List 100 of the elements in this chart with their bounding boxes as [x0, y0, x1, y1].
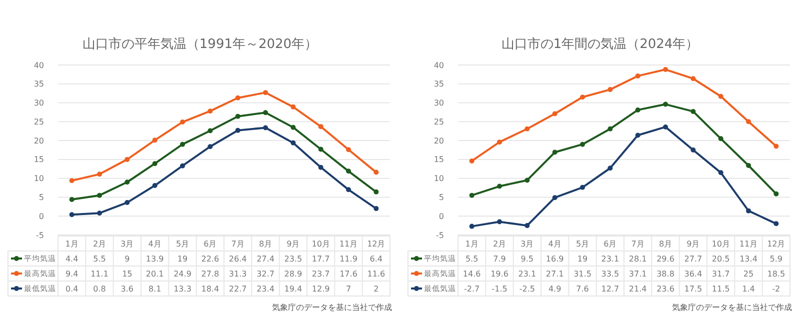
- point: [235, 95, 240, 100]
- x-tick-label: 7月: [631, 239, 644, 248]
- data-label: 18.5: [767, 269, 786, 278]
- point: [718, 170, 724, 176]
- data-label: 5.9: [770, 254, 783, 264]
- point: [552, 195, 558, 200]
- data-label: 17.5: [684, 284, 702, 294]
- x-tick-label: 11月: [339, 239, 358, 248]
- data-label: 19.4: [284, 284, 302, 294]
- x-tick-label: 11月: [739, 239, 758, 248]
- point: [374, 206, 379, 212]
- point: [746, 162, 751, 168]
- data-label: 31.3: [228, 269, 247, 278]
- point: [746, 119, 751, 124]
- point: [152, 183, 158, 188]
- point: [469, 192, 474, 198]
- point: [374, 170, 379, 175]
- y-tick-label: 20: [34, 136, 44, 146]
- point: [663, 102, 668, 107]
- point: [124, 156, 130, 162]
- data-label: 15: [122, 269, 132, 278]
- y-tick-label: 5: [438, 193, 444, 202]
- point: [497, 219, 502, 224]
- x-tick-label: 2月: [492, 239, 506, 248]
- x-tick-label: 4月: [148, 239, 162, 248]
- data-label: 37.1: [628, 269, 647, 278]
- point: [690, 148, 696, 152]
- point: [152, 161, 158, 166]
- x-tick-label: 6月: [604, 239, 617, 248]
- data-label: 18.4: [201, 284, 220, 294]
- y-tick-label: 40: [34, 60, 44, 70]
- y-tick-label: 15: [434, 155, 444, 164]
- data-label: 25: [743, 269, 754, 278]
- x-tick-label: 5月: [176, 239, 190, 248]
- data-label: 36.4: [684, 269, 702, 278]
- point: [608, 166, 613, 171]
- y-tick-label: 35: [34, 80, 44, 89]
- point: [552, 150, 558, 155]
- point: [180, 120, 185, 125]
- point: [318, 124, 324, 130]
- point: [290, 104, 296, 110]
- x-tick-label: 1月: [465, 239, 478, 248]
- data-label: 5.5: [465, 254, 478, 264]
- y-tick-label: -5: [36, 230, 44, 240]
- data-label: -2: [772, 284, 780, 294]
- point: [180, 163, 185, 168]
- data-label: 16.9: [546, 254, 564, 264]
- point: [774, 191, 779, 196]
- text: 気象庁のデータを基に当社で作成: [672, 302, 792, 312]
- data-label: 21.4: [628, 284, 647, 294]
- point: [690, 108, 696, 114]
- data-label: 20.1: [146, 269, 164, 278]
- y-tick-label: 35: [434, 80, 444, 89]
- data-label: 1.4: [742, 284, 755, 294]
- data-label: -2.7: [464, 284, 480, 294]
- data-label: 4.9: [548, 284, 562, 294]
- y-tick-label: 25: [434, 117, 444, 126]
- data-label: 5.5: [93, 254, 106, 264]
- data-label: 23.5: [284, 254, 302, 264]
- point: [524, 126, 530, 132]
- data-label: -2.5: [519, 284, 535, 294]
- x-tick-label: 3月: [120, 239, 134, 248]
- x-tick-label: 10月: [712, 239, 730, 248]
- data-label: 17.6: [340, 269, 358, 278]
- x-tick-label: 8月: [258, 239, 272, 248]
- data-label: 13.4: [740, 254, 758, 264]
- x-tick-label: 9月: [686, 239, 700, 248]
- y-tick-label: -5: [436, 230, 444, 240]
- data-label: 27.1: [546, 269, 564, 278]
- point: [663, 124, 668, 130]
- data-label: 4.4: [65, 254, 78, 264]
- y-tick-label: 10: [434, 174, 444, 184]
- text: 気象庁のデータを基に当社で作成: [272, 302, 392, 312]
- x-tick-label: 1月: [65, 239, 78, 248]
- data-label: 12.7: [601, 284, 620, 294]
- point: [497, 140, 502, 145]
- point: [97, 172, 102, 177]
- point: [580, 94, 585, 100]
- data-label: 13.9: [146, 254, 164, 264]
- x-tick-label: 9月: [286, 239, 300, 248]
- chart-title: 山口市の平年気温（1991年～2020年）: [82, 37, 318, 52]
- data-label: 11.6: [367, 269, 386, 278]
- data-label: 13.3: [174, 284, 192, 294]
- data-label: 22.6: [201, 254, 220, 264]
- point: [774, 221, 779, 226]
- point: [580, 184, 585, 190]
- x-tick-label: 6月: [204, 239, 217, 248]
- data-label: 33.5: [601, 269, 620, 278]
- data-label: 27.8: [201, 269, 220, 278]
- point: [124, 200, 130, 206]
- point: [718, 94, 724, 99]
- point: [69, 196, 74, 202]
- data-label: 7.6: [576, 284, 589, 294]
- point: [635, 107, 640, 112]
- data-label: 31.7: [712, 269, 730, 278]
- point: [290, 124, 296, 130]
- data-label: 23.1: [601, 254, 620, 264]
- point: [180, 142, 185, 147]
- data-label: 28.9: [284, 269, 302, 278]
- point: [374, 189, 379, 194]
